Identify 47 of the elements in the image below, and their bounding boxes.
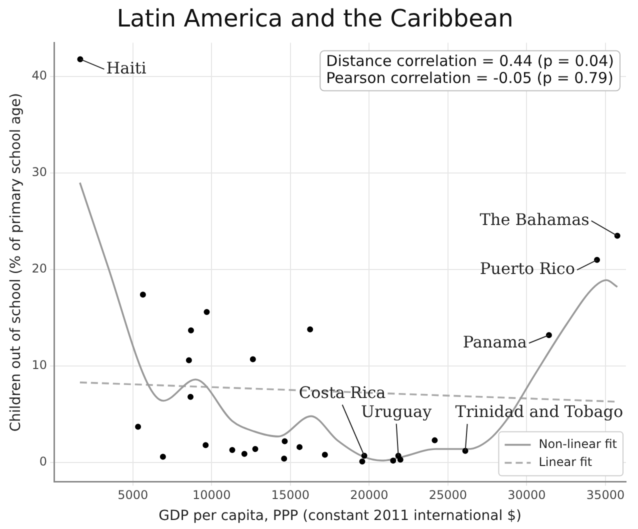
- point: [307, 326, 314, 332]
- annotation: Distance correlation = 0.44 (p = 0.04): [326, 52, 614, 70]
- chart-title: Latin America and the Caribbean: [116, 4, 514, 33]
- annotation: Haiti: [106, 58, 146, 78]
- annotation: Puerto Rico: [480, 259, 576, 278]
- point: [186, 357, 192, 364]
- y-tick-label: 10: [32, 358, 48, 372]
- point: [359, 458, 366, 465]
- point: [188, 327, 194, 334]
- y-tick-label: 20: [32, 262, 48, 276]
- point: [160, 454, 166, 460]
- point: [252, 446, 258, 452]
- x-tick-label: 5000: [118, 488, 148, 502]
- point: [202, 442, 209, 448]
- annotation: The Bahamas: [480, 210, 590, 229]
- point: [188, 394, 194, 400]
- point: [397, 456, 404, 463]
- point: [140, 292, 146, 298]
- point: [229, 446, 236, 453]
- point: [204, 308, 210, 315]
- x-tick-label: 25000: [428, 488, 468, 502]
- y-axis-title: Children out of school (% of primary school age): [8, 92, 24, 432]
- x-tick-label: 35000: [586, 488, 625, 502]
- point: [282, 438, 288, 444]
- legend-label: Non-linear fit: [538, 436, 618, 451]
- y-tick-label: 0: [39, 454, 48, 469]
- annotation: Uruguay: [361, 402, 432, 421]
- y-tick-label: 40: [32, 68, 48, 83]
- point: [296, 444, 303, 450]
- point: [390, 458, 396, 464]
- x-tick-label: 10000: [192, 488, 231, 502]
- x-axis-title: GDP per capita, PPP (constant 2011 international $): [158, 508, 522, 524]
- annotation: Pearson correlation = -0.05 (p = 0.79): [326, 69, 614, 88]
- point: [281, 456, 288, 462]
- y-tick-label: 30: [32, 165, 48, 180]
- x-tick-label: 15000: [271, 488, 310, 502]
- annotation: Trinidad and Tobago: [455, 402, 624, 422]
- point: [135, 424, 142, 430]
- annotation: Costa Rica: [298, 382, 386, 402]
- annotation: Panama: [462, 332, 528, 352]
- point: [250, 356, 256, 362]
- point: [241, 450, 248, 457]
- point: [432, 437, 438, 444]
- x-tick-label: 20000: [350, 488, 388, 502]
- legend-label: Linear fit: [538, 454, 592, 469]
- x-tick-label: 30000: [508, 488, 546, 502]
- point: [322, 452, 328, 458]
